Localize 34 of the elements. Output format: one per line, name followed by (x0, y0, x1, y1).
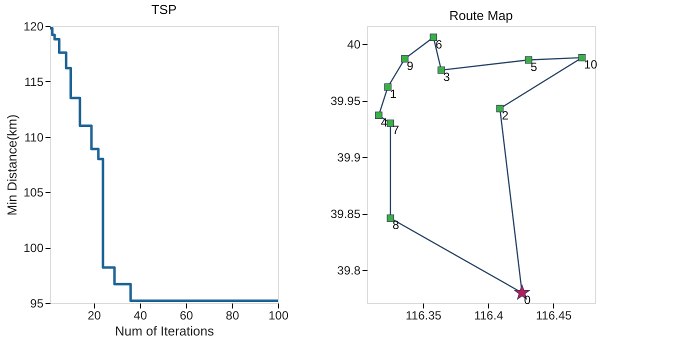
annotation: 6 (435, 37, 442, 52)
annotation: 7 (392, 123, 400, 138)
y-tick-label: 40 (347, 38, 361, 52)
annotation: 10 (584, 58, 598, 72)
x-tick-label: 116.35 (406, 308, 442, 322)
y-tick-label: 120 (23, 20, 44, 34)
x-axis-title: Num of Iterations (115, 324, 214, 338)
y-tick-label: 39.95 (330, 94, 361, 108)
y-tick-label: 115 (24, 74, 44, 89)
y-tick-label: 39.9 (337, 150, 361, 165)
annotation: 8 (392, 218, 400, 232)
x-tick-label: 100 (268, 308, 289, 322)
y-tick-label: 95 (30, 296, 44, 310)
y-tick-label: 100 (23, 241, 44, 256)
y-tick-label: 110 (24, 130, 44, 144)
annotation: 4 (380, 115, 388, 130)
x-tick-label: 60 (180, 308, 194, 322)
annotation: 0 (524, 292, 532, 307)
annotation: 2 (502, 108, 509, 123)
x-tick-label: 116.4 (474, 308, 504, 322)
chart-title: TSP (151, 2, 177, 17)
annotation: 5 (530, 60, 538, 74)
annotation: 1 (390, 87, 397, 102)
x-tick-label: 40 (134, 308, 148, 322)
y-tick-label: 39.8 (337, 264, 361, 278)
x-tick-label: 80 (226, 308, 240, 322)
y-tick-label: 105 (23, 186, 44, 200)
chart-title: Route Map (449, 8, 513, 23)
x-tick-label: 20 (88, 308, 102, 322)
annotation: 3 (443, 70, 450, 84)
x-tick-label: 116.45 (536, 308, 572, 322)
y-tick-label: 39.85 (330, 207, 361, 222)
y-axis-title: Min Distance(km) (4, 114, 20, 216)
annotation: 9 (406, 58, 414, 73)
